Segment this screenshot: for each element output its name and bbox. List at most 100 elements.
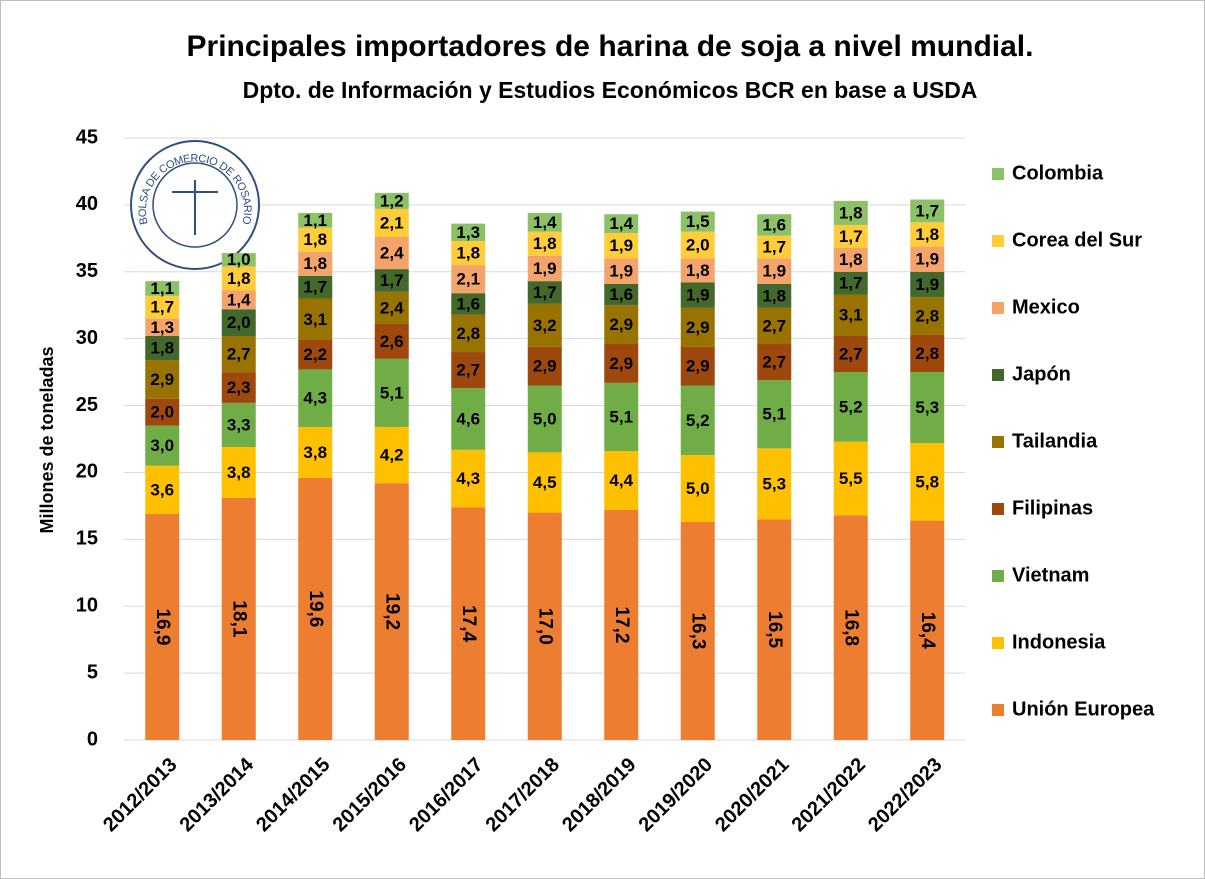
value-label: 2,4 bbox=[380, 298, 404, 317]
value-label: 5,8 bbox=[915, 472, 939, 491]
value-label: 3,2 bbox=[533, 316, 557, 335]
bar-segment bbox=[910, 271, 945, 298]
bar-segment bbox=[298, 298, 333, 341]
bar-segment bbox=[833, 515, 868, 740]
value-label: 2,9 bbox=[609, 315, 633, 334]
legend-label: Colombia bbox=[1012, 162, 1104, 184]
bar-segment bbox=[604, 214, 639, 233]
value-label: 2,8 bbox=[915, 344, 939, 363]
value-label: 5,2 bbox=[839, 397, 863, 416]
bar-segment bbox=[221, 447, 256, 498]
bar-segment bbox=[145, 281, 180, 296]
value-label: 16,8 bbox=[841, 609, 862, 646]
value-label: 5,0 bbox=[533, 409, 557, 428]
bar-segment bbox=[680, 211, 715, 232]
bar-segment bbox=[451, 241, 486, 266]
value-label: 2,7 bbox=[762, 353, 786, 372]
value-label: 1,4 bbox=[533, 213, 557, 232]
bar-segment bbox=[527, 303, 562, 347]
value-label: 2,1 bbox=[380, 213, 404, 232]
value-label: 2,9 bbox=[533, 357, 557, 376]
value-label: 2,9 bbox=[686, 357, 710, 376]
bar-segment bbox=[910, 297, 945, 335]
bar-segment bbox=[604, 382, 639, 452]
bar-segment bbox=[527, 281, 562, 304]
value-label: 4,3 bbox=[456, 469, 480, 488]
bar-segment bbox=[527, 231, 562, 256]
bar-segment bbox=[910, 222, 945, 247]
value-label: 1,2 bbox=[380, 191, 404, 210]
chart-title: Principales importadores de harina de so… bbox=[187, 30, 1034, 63]
bar-segment bbox=[298, 426, 333, 478]
y-axis-label: Millones de toneladas bbox=[37, 346, 57, 533]
bar-segment bbox=[527, 512, 562, 740]
value-label: 1,8 bbox=[533, 234, 557, 253]
bar-segment bbox=[374, 358, 409, 427]
bar-segment bbox=[604, 283, 639, 306]
value-label: 3,8 bbox=[303, 443, 327, 462]
value-label: 19,6 bbox=[305, 590, 326, 627]
value-label: 2,8 bbox=[915, 306, 939, 325]
value-label: 1,9 bbox=[686, 286, 710, 305]
bar-segment bbox=[680, 521, 715, 740]
bar-segment bbox=[527, 385, 562, 453]
value-label: 3,1 bbox=[303, 310, 327, 329]
value-label: 1,8 bbox=[303, 254, 327, 273]
bar-segment bbox=[451, 293, 486, 315]
bar-segment bbox=[604, 451, 639, 510]
bar-segment bbox=[451, 265, 486, 294]
legend-label: Vietnam bbox=[1012, 564, 1089, 586]
value-label: 1,1 bbox=[150, 279, 174, 298]
bar-segment bbox=[374, 192, 409, 209]
bar-segment bbox=[221, 290, 256, 310]
bar-segment bbox=[527, 346, 562, 386]
bar-segment bbox=[298, 477, 333, 740]
value-label: 16,5 bbox=[764, 611, 785, 648]
value-label: 1,8 bbox=[915, 225, 939, 244]
value-label: 2,6 bbox=[380, 332, 404, 351]
value-label: 3,1 bbox=[839, 306, 863, 325]
legend-swatch bbox=[992, 503, 1004, 515]
y-tick-label: 25 bbox=[76, 394, 98, 416]
bar-segment bbox=[221, 309, 256, 336]
bar-segment bbox=[145, 295, 180, 319]
value-label: 2,7 bbox=[762, 316, 786, 335]
bar-segment bbox=[833, 294, 868, 336]
value-label: 5,1 bbox=[380, 383, 404, 402]
value-label: 1,9 bbox=[533, 259, 557, 278]
value-label: 2,0 bbox=[227, 313, 251, 332]
legend-label: Indonesia bbox=[1012, 631, 1106, 653]
value-label: 5,3 bbox=[762, 474, 786, 493]
legend-label: Unión Europea bbox=[1012, 698, 1155, 720]
value-label: 2,8 bbox=[456, 324, 480, 343]
value-label: 16,3 bbox=[688, 612, 709, 649]
value-label: 1,7 bbox=[839, 274, 863, 293]
legend-label: Tailandia bbox=[1012, 430, 1098, 452]
legend-swatch bbox=[992, 302, 1004, 314]
legend-swatch bbox=[992, 570, 1004, 582]
value-label: 2,4 bbox=[380, 244, 404, 263]
value-label: 2,0 bbox=[686, 236, 710, 255]
bar-segment bbox=[757, 344, 792, 381]
value-label: 4,5 bbox=[533, 473, 557, 492]
value-label: 19,2 bbox=[382, 593, 403, 630]
legend-swatch bbox=[992, 704, 1004, 716]
bar-segment bbox=[451, 507, 486, 740]
bar-segment bbox=[374, 426, 409, 484]
bar-segment bbox=[680, 307, 715, 347]
bar-segment bbox=[757, 214, 792, 236]
value-label: 5,0 bbox=[686, 479, 710, 498]
value-label: 1,7 bbox=[533, 283, 557, 302]
bar-segment bbox=[374, 291, 409, 324]
bar-segment bbox=[374, 323, 409, 359]
bar-segment bbox=[221, 266, 256, 291]
bar-segment bbox=[221, 497, 256, 740]
logo-inner bbox=[152, 162, 238, 248]
value-label: 4,2 bbox=[380, 446, 404, 465]
bar-segment bbox=[757, 519, 792, 740]
value-label: 1,7 bbox=[150, 298, 174, 317]
value-label: 1,9 bbox=[915, 250, 939, 269]
bar-segment bbox=[604, 232, 639, 259]
value-label: 2,9 bbox=[150, 370, 174, 389]
value-label: 1,5 bbox=[686, 212, 710, 231]
